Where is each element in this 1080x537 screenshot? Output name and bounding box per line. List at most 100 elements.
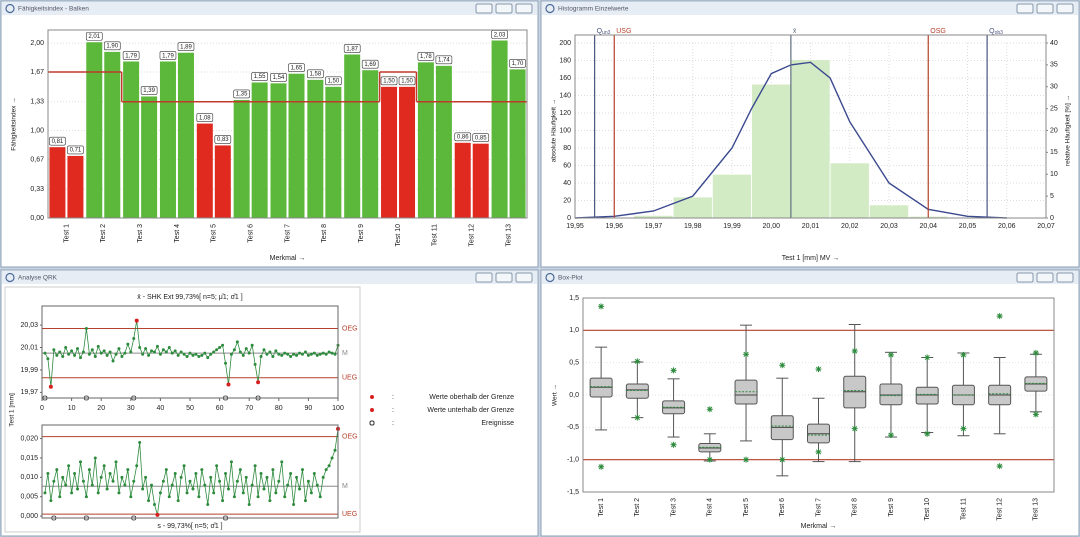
value-label-box [270, 73, 287, 82]
data-point [321, 351, 325, 355]
data-point [55, 353, 59, 357]
data-point [43, 351, 47, 355]
legend-separator: : [392, 420, 394, 427]
value-label-box [196, 113, 214, 122]
data-point [164, 468, 168, 472]
window-button[interactable] [475, 3, 493, 14]
bar [141, 96, 158, 218]
data-point [64, 346, 68, 350]
x-tick-label: Test 1 [598, 498, 605, 517]
y-axis-label: Test 1 [mm] [9, 393, 16, 427]
value-label: 1,89 [180, 45, 192, 51]
bar [362, 70, 379, 218]
reference-label-main: Q [989, 28, 995, 35]
histogram-bar [711, 173, 753, 219]
y-tick-label: 40 [563, 180, 571, 187]
extreme-star [815, 448, 822, 455]
y-axis-label: Wert → [552, 384, 559, 406]
data-point [203, 483, 207, 487]
data-point [221, 499, 225, 503]
window-button[interactable] [515, 3, 533, 14]
plot-frame [41, 424, 339, 519]
legend-symbol [370, 408, 374, 412]
data-point [280, 460, 284, 464]
y-tick-label: 20,01 [20, 344, 38, 351]
reference-label-sub: un3 [602, 30, 611, 36]
data-point [185, 491, 189, 495]
limit-label: M [342, 350, 348, 357]
data-point [170, 483, 174, 487]
extreme-star [1032, 349, 1039, 356]
value-label: 1,69 [364, 62, 376, 68]
bar [86, 42, 103, 219]
x-tick-label: 30 [127, 405, 135, 412]
value-label-box [177, 42, 195, 52]
data-point [221, 343, 225, 347]
plot-frame [582, 297, 1055, 493]
data-point [188, 351, 192, 355]
extreme-star [924, 354, 931, 361]
extreme-star [779, 362, 786, 369]
y-tick-label: 1,5 [569, 295, 579, 302]
data-point [114, 460, 118, 464]
window-button[interactable] [515, 272, 533, 283]
window-button[interactable] [1016, 3, 1034, 14]
window-title: Analyse QRK [18, 275, 58, 282]
data-point [309, 352, 313, 356]
data-point [150, 483, 154, 487]
bar [251, 82, 268, 218]
data-point [271, 468, 275, 472]
value-label: 1,39 [143, 88, 155, 94]
data-point [58, 495, 62, 499]
data-point [126, 468, 130, 472]
data-point [295, 475, 299, 479]
data-point [318, 495, 322, 499]
extreme-star [960, 351, 967, 358]
plot-frame [41, 305, 339, 399]
window-button[interactable] [495, 3, 513, 14]
data-point [309, 491, 313, 495]
data-point [300, 468, 304, 472]
window-button[interactable] [1036, 3, 1054, 14]
data-point [105, 487, 109, 491]
value-label: 1,08 [199, 115, 211, 121]
y-tick-label: 200 [559, 40, 571, 47]
legend-symbol [369, 420, 375, 426]
value-label: 0,83 [217, 137, 229, 143]
data-point [93, 456, 97, 460]
data-point [315, 483, 319, 487]
window-button[interactable] [1016, 272, 1034, 283]
x-tick-label: Test 8 [321, 224, 328, 243]
data-point [176, 353, 180, 357]
y-tick-label: 100 [559, 127, 571, 134]
data-point [324, 468, 328, 472]
extreme-star [851, 348, 858, 355]
data-point [170, 351, 174, 355]
legend-label: Ereignisse [481, 420, 514, 427]
x-tick-label: 19,96 [605, 223, 623, 230]
data-point [46, 357, 50, 361]
extreme-star [887, 432, 894, 439]
data-point [241, 491, 245, 495]
data-point [247, 502, 251, 506]
window-button[interactable] [1056, 272, 1074, 283]
x-tick-label: Test 10 [395, 224, 402, 247]
title-bar [2, 271, 537, 284]
window-button[interactable] [495, 272, 513, 283]
data-point [191, 353, 195, 357]
window-button[interactable] [475, 272, 493, 283]
value-label-box [472, 133, 490, 142]
window-button[interactable] [1036, 272, 1054, 283]
x-tick-label: 19,99 [723, 223, 741, 230]
extreme-star [706, 406, 713, 413]
window-button[interactable] [1056, 3, 1074, 14]
data-point [179, 475, 183, 479]
data-point [286, 352, 290, 356]
data-point [150, 349, 154, 353]
data-point [144, 347, 148, 351]
box [625, 383, 649, 399]
histogram-bar [829, 162, 870, 219]
x-tick-label: 20,07 [1037, 223, 1055, 230]
y-tick-label: 0,015 [20, 455, 38, 462]
data-point [262, 348, 266, 352]
